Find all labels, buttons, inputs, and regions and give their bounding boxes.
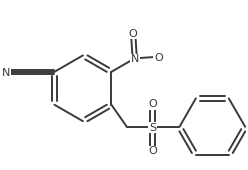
- Text: O: O: [129, 29, 137, 39]
- Text: O: O: [148, 99, 157, 109]
- Text: O: O: [148, 147, 157, 157]
- Text: N: N: [2, 68, 11, 78]
- Text: N: N: [130, 54, 139, 64]
- Text: O: O: [154, 53, 163, 63]
- Text: S: S: [149, 123, 156, 133]
